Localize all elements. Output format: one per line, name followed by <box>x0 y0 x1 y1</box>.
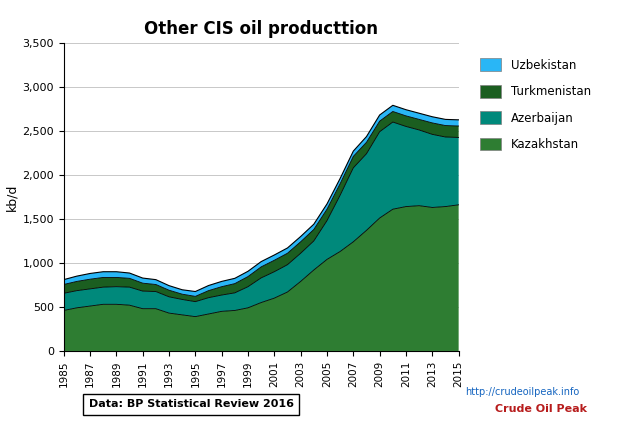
Title: Other CIS oil producttion: Other CIS oil producttion <box>144 21 378 39</box>
Legend: Uzbekistan, Turkmenistan, Azerbaijan, Kazakhstan: Uzbekistan, Turkmenistan, Azerbaijan, Ka… <box>476 55 594 155</box>
Text: http://crudeoilpeak.info: http://crudeoilpeak.info <box>465 386 580 397</box>
Text: Crude Oil Peak: Crude Oil Peak <box>496 404 587 414</box>
Y-axis label: kb/d: kb/d <box>5 183 18 211</box>
Text: Data: BP Statistical Review 2016: Data: BP Statistical Review 2016 <box>89 399 294 410</box>
